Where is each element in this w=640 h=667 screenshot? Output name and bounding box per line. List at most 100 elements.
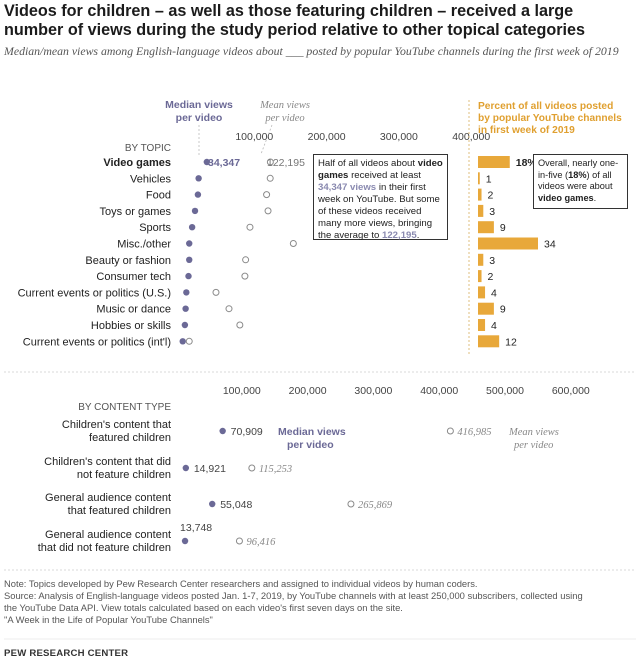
bar-video-games [478,156,510,168]
overall-text-3: ) of all videos were about [538,169,613,192]
chart-subtitle: Median/mean views among English-language… [4,44,619,58]
median-point-misc-other [186,240,193,247]
content-group-label: BY CONTENT TYPE [78,402,171,413]
content-median-point-3 [209,500,216,508]
content-axis-tick: 500,000 [486,385,524,397]
median-point-toys-or-games [191,207,199,215]
content-axis-tick: 200,000 [289,385,327,397]
topic-label-sports: Sports [139,222,171,234]
bar-value-label: 2 [488,190,494,202]
video-games-callout: Half of all videos about video games rec… [313,154,448,241]
bar-sports [478,221,494,234]
callout-text-2: video games [318,158,443,181]
content-mean-label: 115,253 [259,464,292,475]
overall-callout: Overall, nearly one-in-five (18%) of all… [533,154,628,209]
content-label-line-1: Children's content that did [44,456,171,468]
content-label-line-1: General audience content [45,492,171,504]
topic-label-consumer-tech: Consumer tech [96,271,171,283]
content-median-label: 55,048 [220,499,252,511]
bar-panel-title: in first week of 2019 [478,125,575,136]
topic-label-current-events-or-politics-u-s: Current events or politics (U.S.) [18,287,171,299]
topic-label-hobbies-or-skills: Hobbies or skills [91,320,172,332]
overall-text-5: . [593,192,597,203]
content-axis-tick: 100,000 [223,385,261,397]
median-point-beauty-or-fashion [186,256,193,263]
bar-value-label: 3 [489,255,495,267]
bar-beauty-or-fashion [478,253,484,266]
callout-text-5: in their first week on YouTube. But some… [318,182,440,241]
median-point-current-events-or-politics-int-l [179,338,186,345]
content-median-legend: Median views [278,426,346,438]
bar-consumer-tech [478,270,482,283]
topic-axis-tick: 200,000 [308,131,346,143]
bar-food [478,188,482,201]
brand-name: PEW RESEARCH CENTER [4,648,129,659]
bar-panel-title: by popular YouTube channels [478,113,622,124]
content-mean-point-4 [235,537,243,545]
callout-text-6: 122,195 [382,230,417,241]
overall-text-4: video games [538,192,594,203]
content-median-point-2 [182,464,190,472]
callout-text-1: Half of all videos about [318,158,418,169]
footer-source-1: Source: Analysis of English-language vid… [4,590,583,601]
content-label-line-2: not feature children [77,469,171,481]
mean-point-current-events-or-politics-int-l [185,337,193,345]
content-label-line-1: Children's content that [62,419,171,431]
video-games-mean-label: 122,195 [267,157,305,169]
mean-legend-label: Mean views [259,100,310,111]
bar-value-label: 18% [516,157,538,169]
median-legend-label: Median views [165,99,233,111]
median-point-music-or-dance [182,305,189,312]
content-mean-label: 416,985 [457,427,491,438]
bar-music-or-dance [478,302,494,315]
bar-misc-other [478,237,538,250]
mean-point-sports [246,223,254,231]
content-median-legend: per video [287,439,334,451]
mean-point-hobbies-or-skills [236,321,244,329]
content-label-line-2: featured children [89,432,171,444]
footer-source-2: the YouTube Data API. View totals calcul… [4,602,403,613]
content-mean-legend: per video [513,440,553,451]
median-point-food [194,191,202,198]
mean-point-food [263,191,271,199]
bar-hobbies-or-skills [478,319,486,331]
median-point-vehicles [195,175,202,182]
content-mean-label: 96,416 [246,537,276,548]
bar-toys-or-games [478,204,484,217]
topic-group-label: BY TOPIC [125,143,171,154]
bar-value-label: 3 [489,206,495,218]
content-label-line-2: that did not feature children [38,542,171,554]
mean-point-vehicles [266,174,274,182]
topic-label-vehicles: Vehicles [130,173,171,185]
chart-title: Videos for children – as well as those f… [4,2,586,39]
median-point-consumer-tech [185,272,192,280]
mean-point-current-events-or-politics-u-s [212,288,220,296]
content-label-line-2: that featured children [68,505,171,517]
mean-point-video-games [266,158,274,166]
topic-axis-tick: 300,000 [380,131,418,143]
bar-value-label: 4 [491,320,497,332]
bar-value-label: 2 [488,271,494,283]
overall-text-1: Overall, nearly one-in-five ( [538,158,619,180]
topic-label-toys-or-games: Toys or games [99,206,171,218]
content-mean-legend: Mean views [508,427,559,438]
bar-current-events-or-politics-int-l [478,335,500,348]
mean-point-misc-other [289,240,297,247]
median-legend-label: per video [176,112,223,124]
bar-value-label: 9 [500,222,506,234]
topic-label-beauty-or-fashion: Beauty or fashion [85,255,171,267]
topic-axis-tick: 400,000 [452,131,490,143]
content-axis-tick: 600,000 [552,385,590,397]
footer-note: Note: Topics developed by Pew Research C… [4,578,478,589]
median-point-current-events-or-politics-u-s [183,289,190,296]
bar-value-label: 4 [491,287,497,299]
content-median-label: 14,921 [194,463,226,475]
content-label-line-1: General audience content [45,529,171,541]
overall-text-2: 18% [568,169,587,180]
content-mean-point-1 [446,427,454,435]
mean-point-toys-or-games [264,207,272,215]
footer-source-3: "A Week in the Life of Popular YouTube C… [4,614,213,625]
callout-text-7: . [416,230,420,241]
callout-text-3: received at least [348,170,421,181]
content-axis-tick: 300,000 [354,385,392,397]
